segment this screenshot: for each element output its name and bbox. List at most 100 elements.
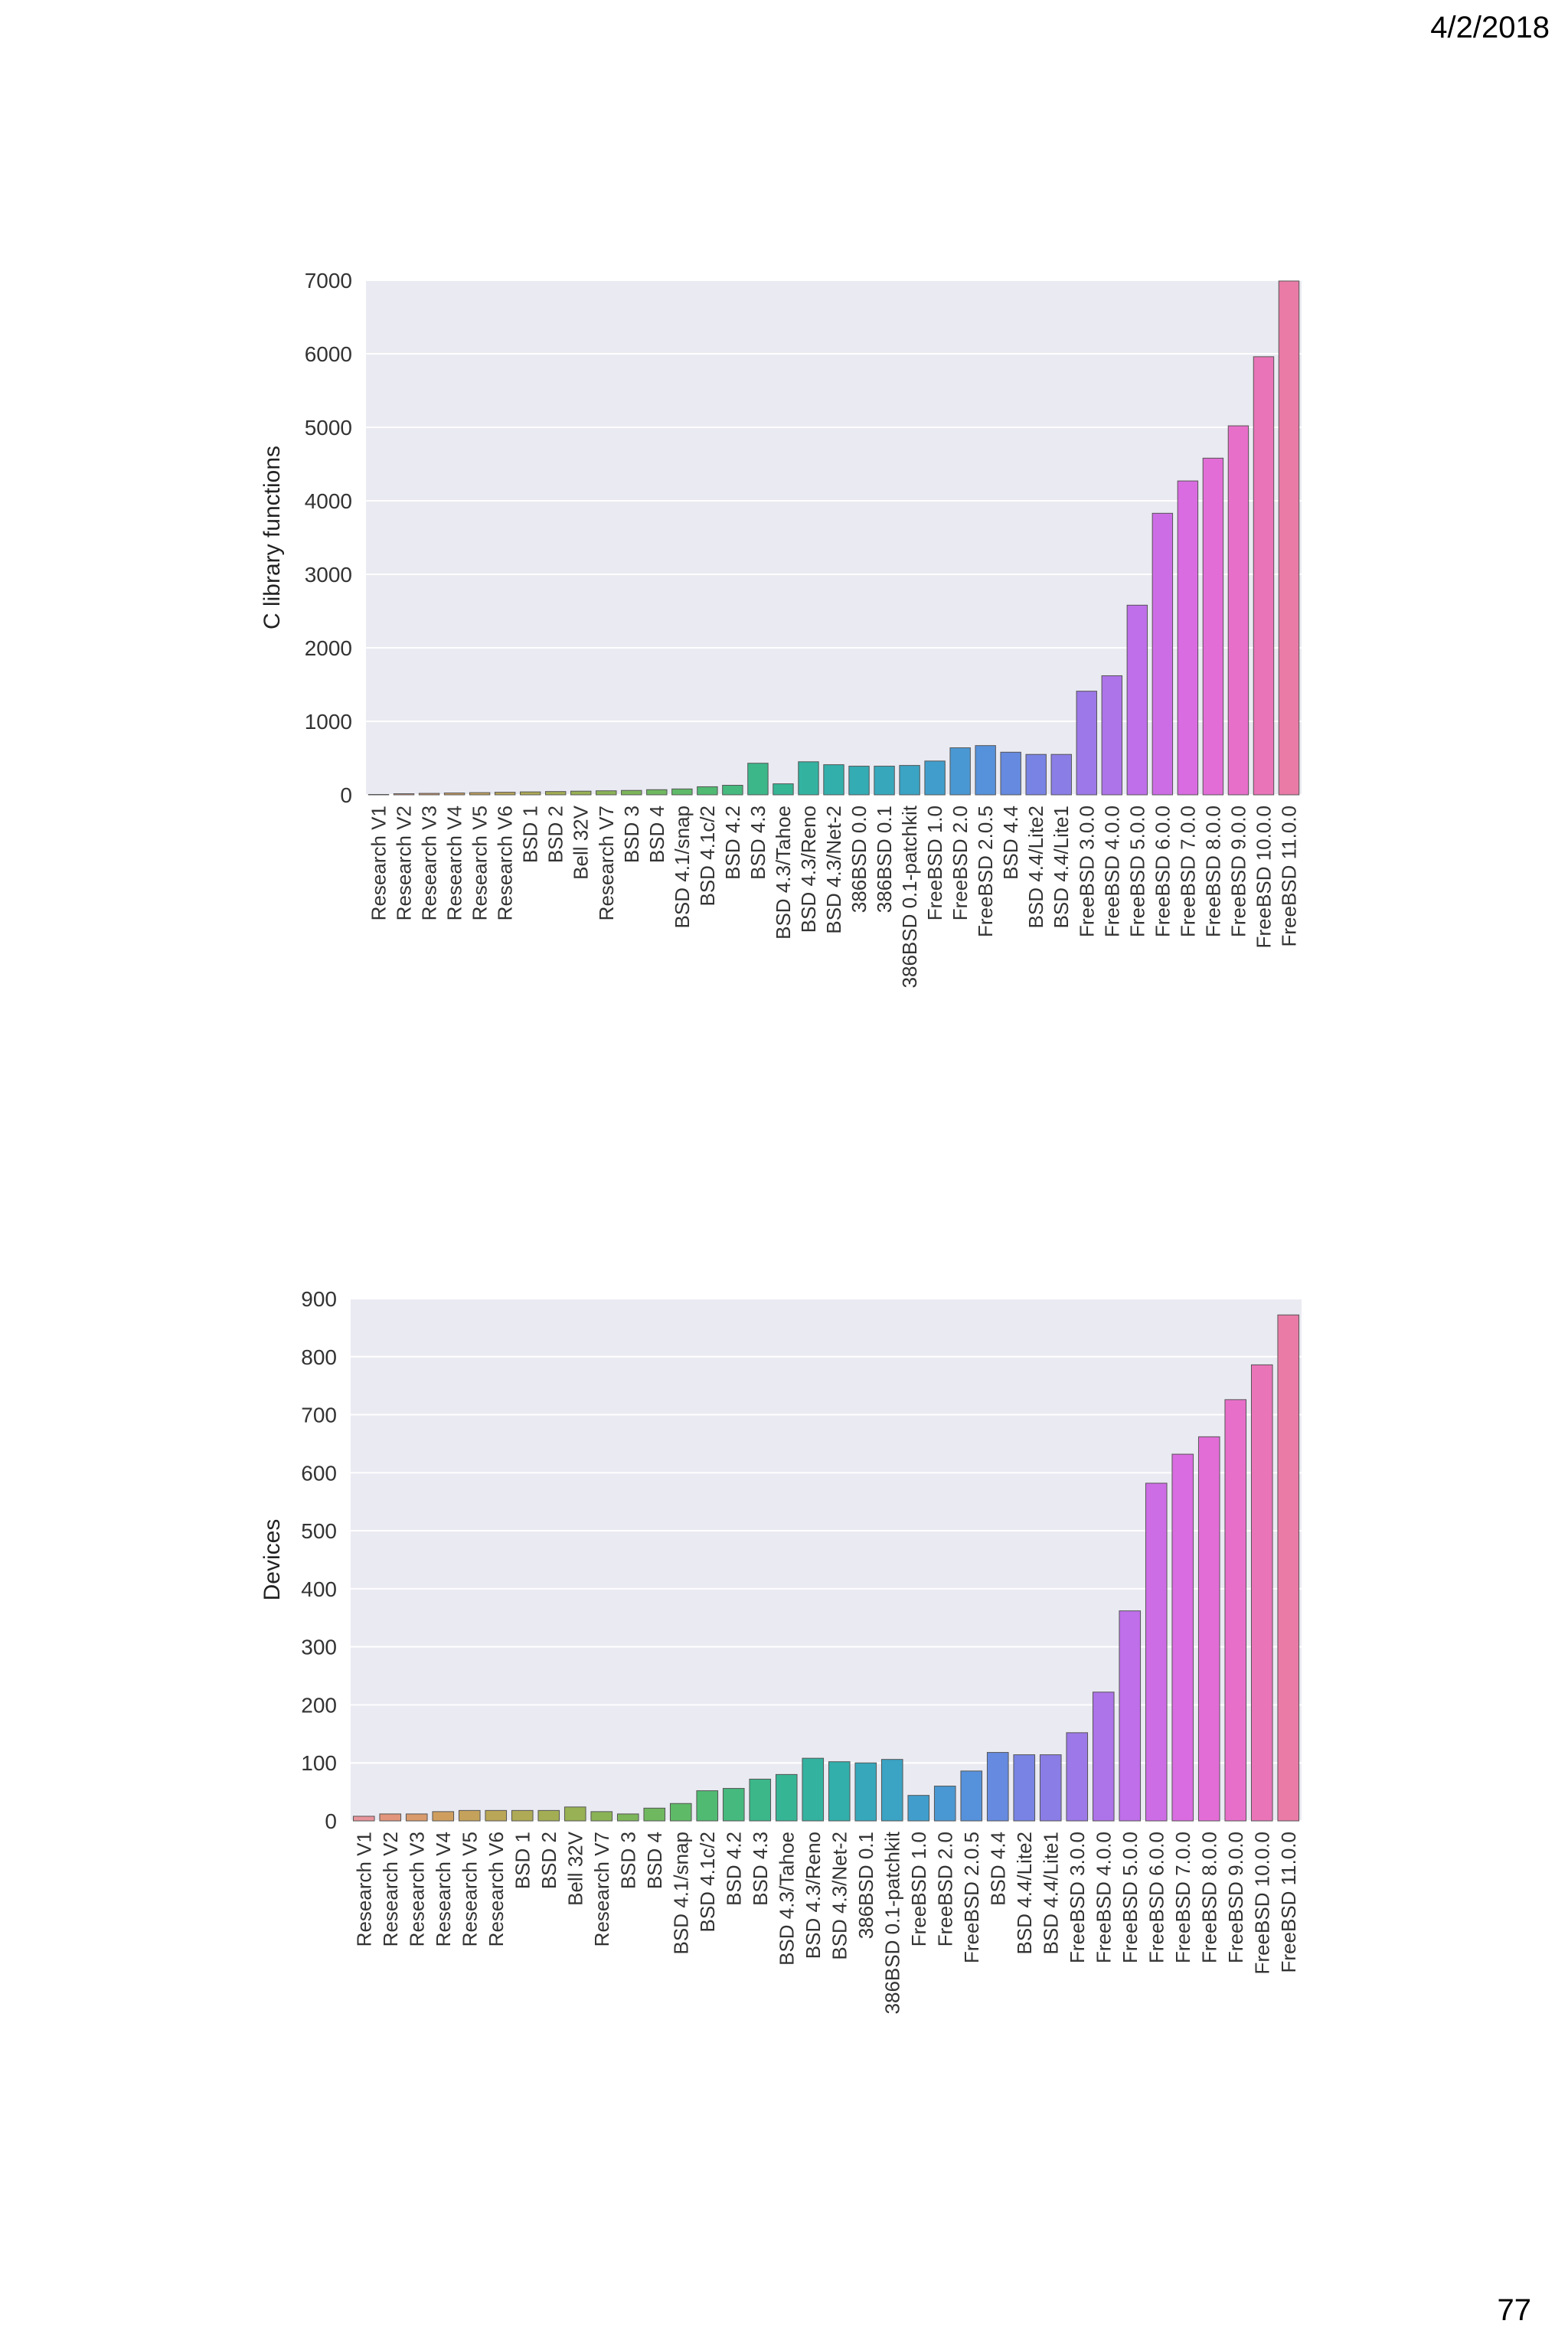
page-date: 4/2/2018: [1430, 11, 1550, 44]
x-tick-label: BSD 4.1c/2: [696, 1832, 719, 1933]
x-tick-label: FreeBSD 6.0.0: [1145, 1832, 1168, 1963]
y-tick-label: 7000: [305, 269, 352, 293]
bar: [669, 1803, 692, 1822]
x-tick-label: 386BSD 0.1-patchkit: [880, 1831, 903, 2014]
bar: [986, 1752, 1009, 1822]
x-tick-label: Research V2: [393, 806, 416, 920]
y-tick-label: 1000: [305, 710, 352, 734]
x-tick-label: Research V3: [418, 806, 441, 920]
bar: [1202, 457, 1224, 796]
bar: [379, 1813, 402, 1822]
bar: [1227, 425, 1250, 796]
x-tick-label: 386BSD 0.0: [848, 806, 871, 913]
bar: [469, 792, 491, 796]
y-tick-label: 0: [325, 1809, 337, 1833]
y-tick-label: 800: [301, 1345, 337, 1369]
x-tick-label: Research V7: [595, 806, 618, 920]
x-tick-label: FreeBSD 9.0.0: [1227, 806, 1250, 937]
x-tick-label: BSD 2: [537, 1832, 560, 1889]
x-tick-label: FreeBSD 4.0.0: [1100, 806, 1123, 937]
bar: [1013, 1754, 1036, 1822]
bar: [393, 793, 415, 796]
x-tick-label: BSD 1: [519, 806, 542, 863]
bar: [749, 1778, 772, 1822]
bar: [443, 793, 466, 796]
x-tick-label: BSD 4.4/Lite2: [1013, 1832, 1036, 1954]
x-tick-label: BSD 4.4: [986, 1832, 1009, 1906]
y-tick-label: 200: [301, 1693, 337, 1717]
x-tick-label: BSD 4.3/Reno: [802, 1832, 825, 1959]
y-tick-label: 6000: [305, 342, 352, 366]
bar: [823, 764, 844, 796]
x-tick-label: Research V1: [368, 806, 390, 920]
x-tick-label: 386BSD 0.1: [873, 806, 896, 913]
x-tick-label: BSD 4.3/Net-2: [828, 1832, 851, 1960]
bar: [590, 1811, 613, 1822]
x-tick-label: BSD 4.1/snap: [669, 1832, 692, 1954]
bar: [975, 745, 996, 796]
x-tick-label: BSD 4.4/Lite1: [1039, 1832, 1062, 1954]
x-tick-label: Research V1: [352, 1832, 375, 1946]
y-tick-label: 0: [340, 783, 352, 807]
y-tick-label: 600: [301, 1461, 337, 1485]
bar: [1171, 1453, 1194, 1822]
x-tick-label: Research V5: [469, 806, 492, 920]
bar: [1039, 1754, 1062, 1822]
x-tick-label: FreeBSD 2.0: [933, 1832, 956, 1946]
bar: [874, 766, 895, 796]
bar: [722, 785, 743, 796]
x-tick-label: Research V2: [379, 1832, 402, 1946]
bar: [949, 747, 971, 796]
x-tick-label: FreeBSD 7.0.0: [1171, 1832, 1194, 1963]
bar: [352, 1816, 375, 1822]
x-tick-label: BSD 4.4/Lite1: [1050, 806, 1073, 928]
bar: [418, 793, 440, 796]
bar: [646, 789, 668, 796]
x-tick-label: BSD 1: [511, 1832, 534, 1889]
bar: [537, 1809, 560, 1822]
x-tick-label: BSD 4.3/Tahoe: [772, 806, 795, 940]
bar: [570, 790, 592, 796]
y-tick-label: 400: [301, 1577, 337, 1601]
bar: [1126, 604, 1148, 796]
x-tick-label: Bell 32V: [564, 1831, 586, 1905]
x-tick-label: FreeBSD 6.0.0: [1151, 806, 1174, 937]
x-tick-label: FreeBSD 11.0.0: [1277, 806, 1300, 947]
bar: [773, 783, 794, 796]
y-tick-label: 300: [301, 1636, 337, 1659]
bar: [564, 1806, 586, 1822]
bar: [1145, 1482, 1168, 1822]
y-tick-label: 2000: [305, 636, 352, 660]
bar: [899, 765, 920, 796]
y-tick-label: 500: [301, 1519, 337, 1543]
x-tick-label: FreeBSD 4.0.0: [1092, 1832, 1115, 1963]
bar: [1197, 1436, 1220, 1822]
bar: [775, 1773, 798, 1822]
bar: [1177, 480, 1199, 796]
bar: [880, 1759, 903, 1822]
x-tick-label: Bell 32V: [570, 805, 593, 879]
chart-c-library-functions: 0 1000 2000 3000 4000 5000 6000 7000 Research V1…: [260, 269, 1302, 988]
bar: [1250, 1364, 1273, 1822]
bar: [643, 1807, 666, 1822]
bar: [1152, 512, 1174, 796]
x-tick-label: Research V3: [405, 1832, 428, 1946]
x-tick-label: BSD 4: [645, 806, 668, 863]
x-tick-label: Research V4: [432, 1832, 455, 1946]
bar: [1066, 1732, 1089, 1822]
x-tick-label: FreeBSD 5.0.0: [1125, 806, 1148, 937]
x-tick-label: FreeBSD 11.0.0: [1277, 1832, 1300, 1973]
x-tick-label: BSD 4.3/Net-2: [822, 806, 845, 934]
x-tick-label: BSD 4.4/Lite2: [1024, 806, 1047, 928]
x-tick-label: BSD 4.1c/2: [696, 806, 719, 907]
x-tick-label: Research V4: [443, 806, 466, 920]
bar: [511, 1809, 534, 1822]
bar: [1092, 1691, 1115, 1822]
y-tick-label: 3000: [305, 563, 352, 587]
bar: [596, 790, 617, 796]
x-tick-label: BSD 4.1/snap: [671, 806, 694, 928]
x-tick-label: BSD 3: [616, 1832, 639, 1889]
bar: [1025, 753, 1047, 796]
x-tick-label: FreeBSD 2.0: [949, 806, 972, 920]
y-tick-label: 5000: [305, 416, 352, 440]
